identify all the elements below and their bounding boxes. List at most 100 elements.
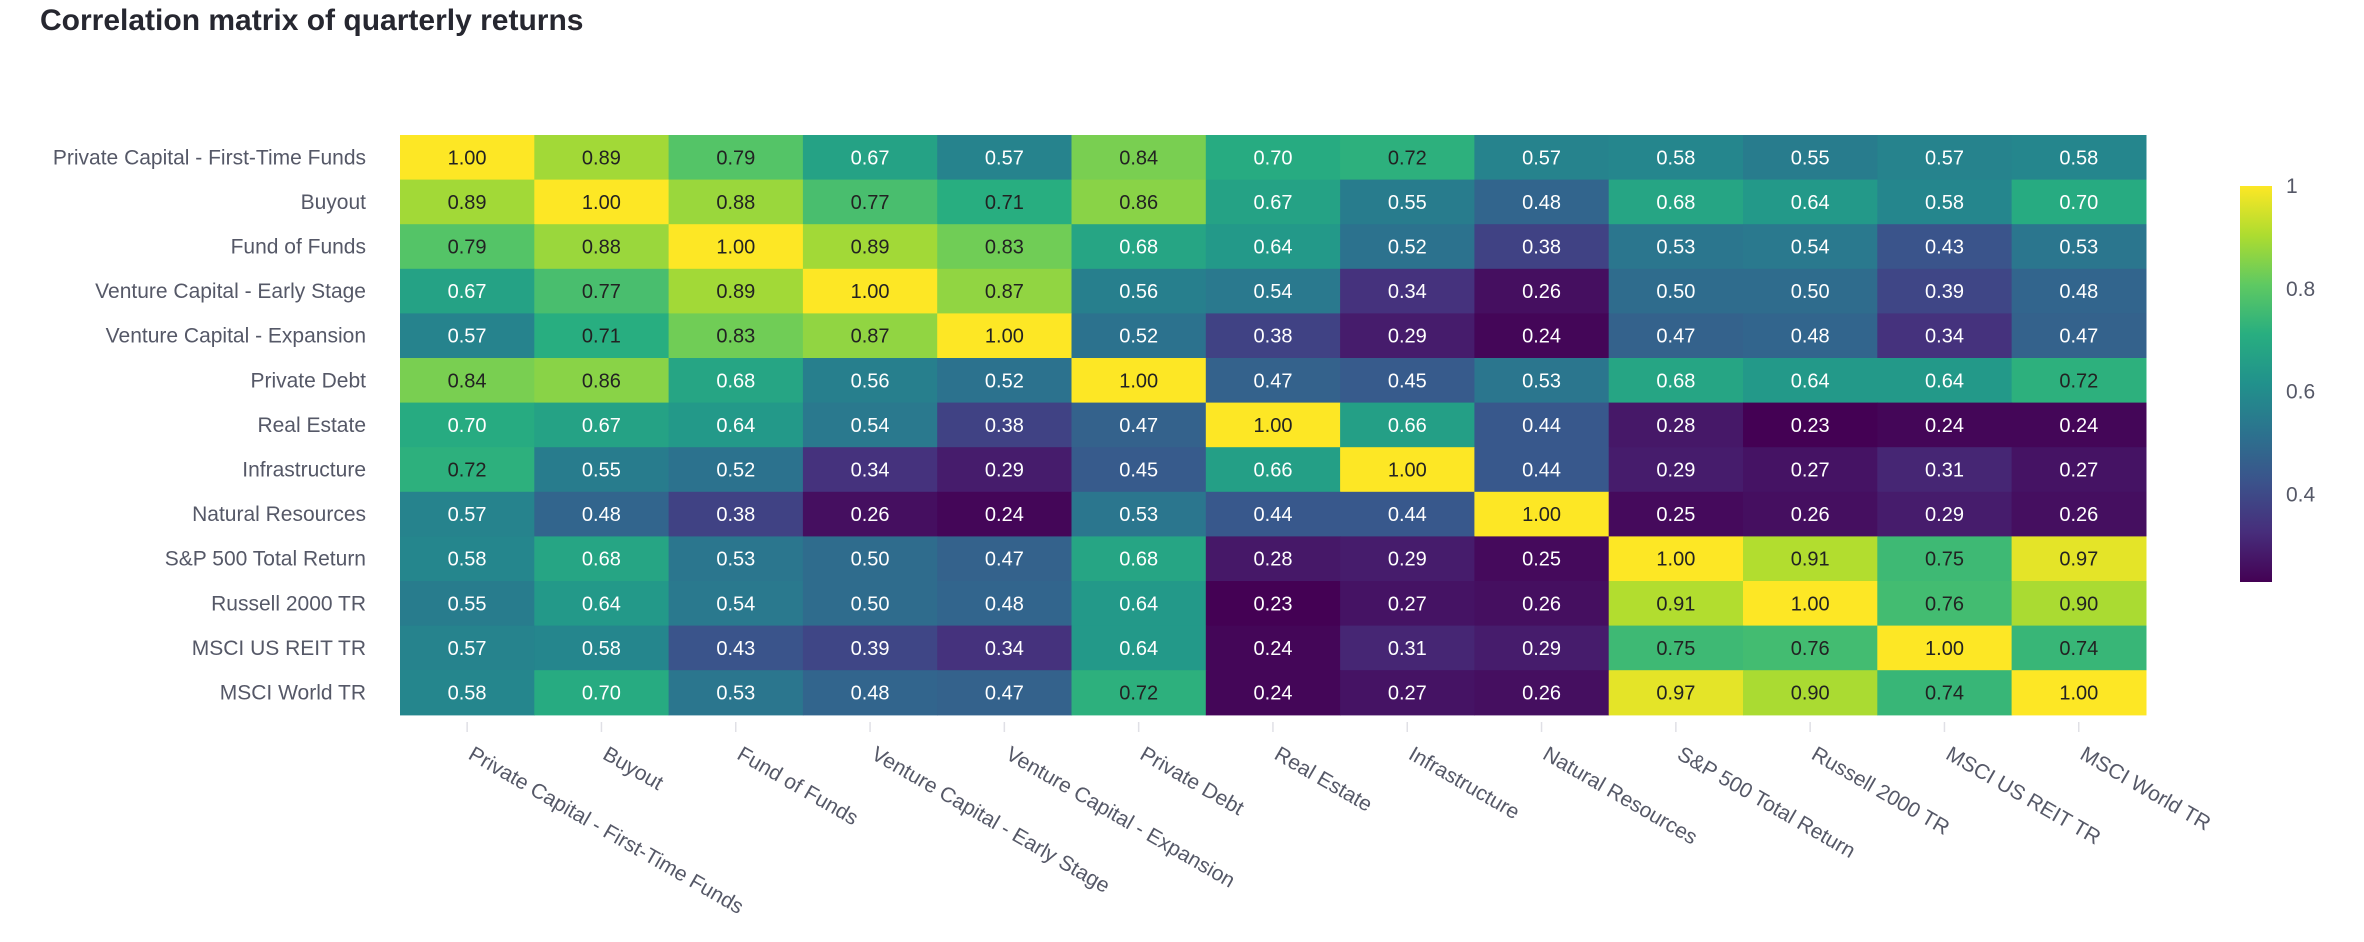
cell-value-label: 0.57 [1522, 147, 1561, 169]
x-axis-tick-label: Venture Capital - Expansion [1002, 742, 1239, 892]
cell-value-label: 0.47 [1119, 415, 1158, 437]
cell-value-label: 0.64 [1119, 638, 1158, 660]
heatmap-cell [1608, 625, 1744, 671]
cell-value-label: 0.55 [582, 460, 621, 482]
heatmap-cell [802, 313, 938, 359]
cell-value-label: 0.89 [448, 192, 487, 214]
cell-value-label: 0.53 [2059, 237, 2098, 259]
cell-value-label: 0.70 [582, 683, 621, 705]
cell-value-label: 0.34 [851, 460, 890, 482]
heatmap-cell [1743, 402, 1878, 448]
cell-value-label: 0.52 [1388, 237, 1427, 259]
cell-value-label: 0.83 [985, 237, 1024, 259]
heatmap-cell [937, 313, 1073, 359]
heatmap-cell [1071, 491, 1207, 537]
chart-title: Correlation matrix of quarterly returns [40, 4, 584, 37]
cell-value-label: 0.47 [985, 683, 1024, 705]
heatmap-cell [1340, 268, 1475, 314]
cell-value-label: 0.24 [1254, 638, 1293, 660]
cell-value-label: 0.91 [1656, 593, 1695, 615]
cell-value-label: 0.90 [2059, 593, 2098, 615]
cell-value-label: 0.50 [1791, 281, 1830, 303]
heatmap-cell [1340, 670, 1475, 716]
cell-value-label: 0.23 [1791, 415, 1830, 437]
heatmap-cell [802, 135, 938, 181]
cell-value-label: 0.53 [1656, 237, 1695, 259]
cell-value-label: 0.58 [582, 638, 621, 660]
heatmap-cell [400, 313, 535, 359]
cell-value-label: 0.89 [582, 147, 621, 169]
cell-value-label: 0.77 [851, 192, 890, 214]
heatmap-cell [1608, 670, 1744, 716]
cell-value-label: 0.27 [1791, 460, 1830, 482]
cell-value-label: 0.23 [1254, 593, 1293, 615]
cell-value-label: 0.68 [1119, 549, 1158, 571]
heatmap-cell [400, 358, 535, 404]
cell-value-label: 0.44 [1522, 460, 1561, 482]
cell-value-label: 0.39 [1925, 281, 1964, 303]
cell-value-label: 0.76 [1925, 593, 1964, 615]
cell-value-label: 0.50 [1656, 281, 1695, 303]
cell-value-label: 0.53 [716, 549, 755, 571]
heatmap-cell [1071, 358, 1207, 404]
heatmap-cell [1877, 224, 2013, 270]
heatmap-cell [400, 625, 535, 671]
cell-value-label: 0.75 [1925, 549, 1964, 571]
heatmap-cell [2011, 224, 2147, 270]
heatmap-cell [534, 358, 670, 404]
heatmap-cell [534, 135, 670, 181]
cell-value-label: 1.00 [2059, 683, 2098, 705]
heatmap-cell [400, 581, 535, 627]
heatmap-cell [2011, 670, 2147, 716]
colorbar: 0.4 0.6 0.8 1 [2240, 175, 2316, 582]
heatmap-cell [1205, 313, 1341, 359]
heatmap-cell [802, 491, 938, 537]
cell-value-label: 0.64 [1791, 370, 1830, 392]
cell-value-label: 0.68 [716, 370, 755, 392]
heatmap-cell [1608, 135, 1744, 181]
heatmap-cell [2011, 358, 2147, 404]
heatmap-cell [400, 224, 535, 270]
heatmap-cell [1071, 447, 1207, 493]
heatmap-cell [2011, 402, 2147, 448]
heatmap-cell [1877, 402, 2013, 448]
cell-value-label: 0.48 [582, 504, 621, 526]
heatmap-cell [1743, 313, 1878, 359]
cell-value-label: 0.68 [582, 549, 621, 571]
cell-value-label: 0.50 [851, 593, 890, 615]
cell-value-label: 0.97 [1656, 683, 1695, 705]
cell-value-label: 0.70 [2059, 192, 2098, 214]
cell-value-label: 0.67 [582, 415, 621, 437]
heatmap-cell [1877, 491, 2013, 537]
cell-value-label: 0.24 [1254, 683, 1293, 705]
heatmap-cell [937, 670, 1073, 716]
heatmap-cell [1877, 447, 2013, 493]
heatmap-cell [534, 581, 670, 627]
heatmap-cell [534, 402, 670, 448]
cell-value-label: 0.28 [1254, 549, 1293, 571]
cell-value-label: 0.27 [1388, 683, 1427, 705]
cell-value-label: 0.53 [1522, 370, 1561, 392]
heatmap-cell [1877, 358, 2013, 404]
cell-value-label: 0.29 [985, 460, 1024, 482]
cell-value-label: 0.57 [985, 147, 1024, 169]
heatmap-cell [1071, 536, 1207, 582]
y-axis-tick-label: Venture Capital - Early Stage [95, 280, 366, 303]
heatmap-cell [534, 313, 670, 359]
cell-value-label: 0.72 [2059, 370, 2098, 392]
heatmap-cell [937, 402, 1073, 448]
heatmap-cell [1340, 313, 1475, 359]
cell-value-label: 0.29 [1388, 549, 1427, 571]
heatmap-cell [2011, 179, 2147, 225]
cell-value-label: 0.71 [582, 326, 621, 348]
heatmap-cell [1608, 268, 1744, 314]
cell-value-label: 0.55 [1791, 147, 1830, 169]
heatmap-cell [400, 179, 535, 225]
heatmap-cell [1340, 179, 1475, 225]
x-axis-tick-label: Private Debt [1136, 742, 1248, 820]
heatmap-cell [802, 625, 938, 671]
cell-value-label: 0.31 [1388, 638, 1427, 660]
heatmap-cell [668, 179, 804, 225]
heatmap-cell [534, 268, 670, 314]
y-axis-tick-label: Venture Capital - Expansion [106, 325, 366, 348]
